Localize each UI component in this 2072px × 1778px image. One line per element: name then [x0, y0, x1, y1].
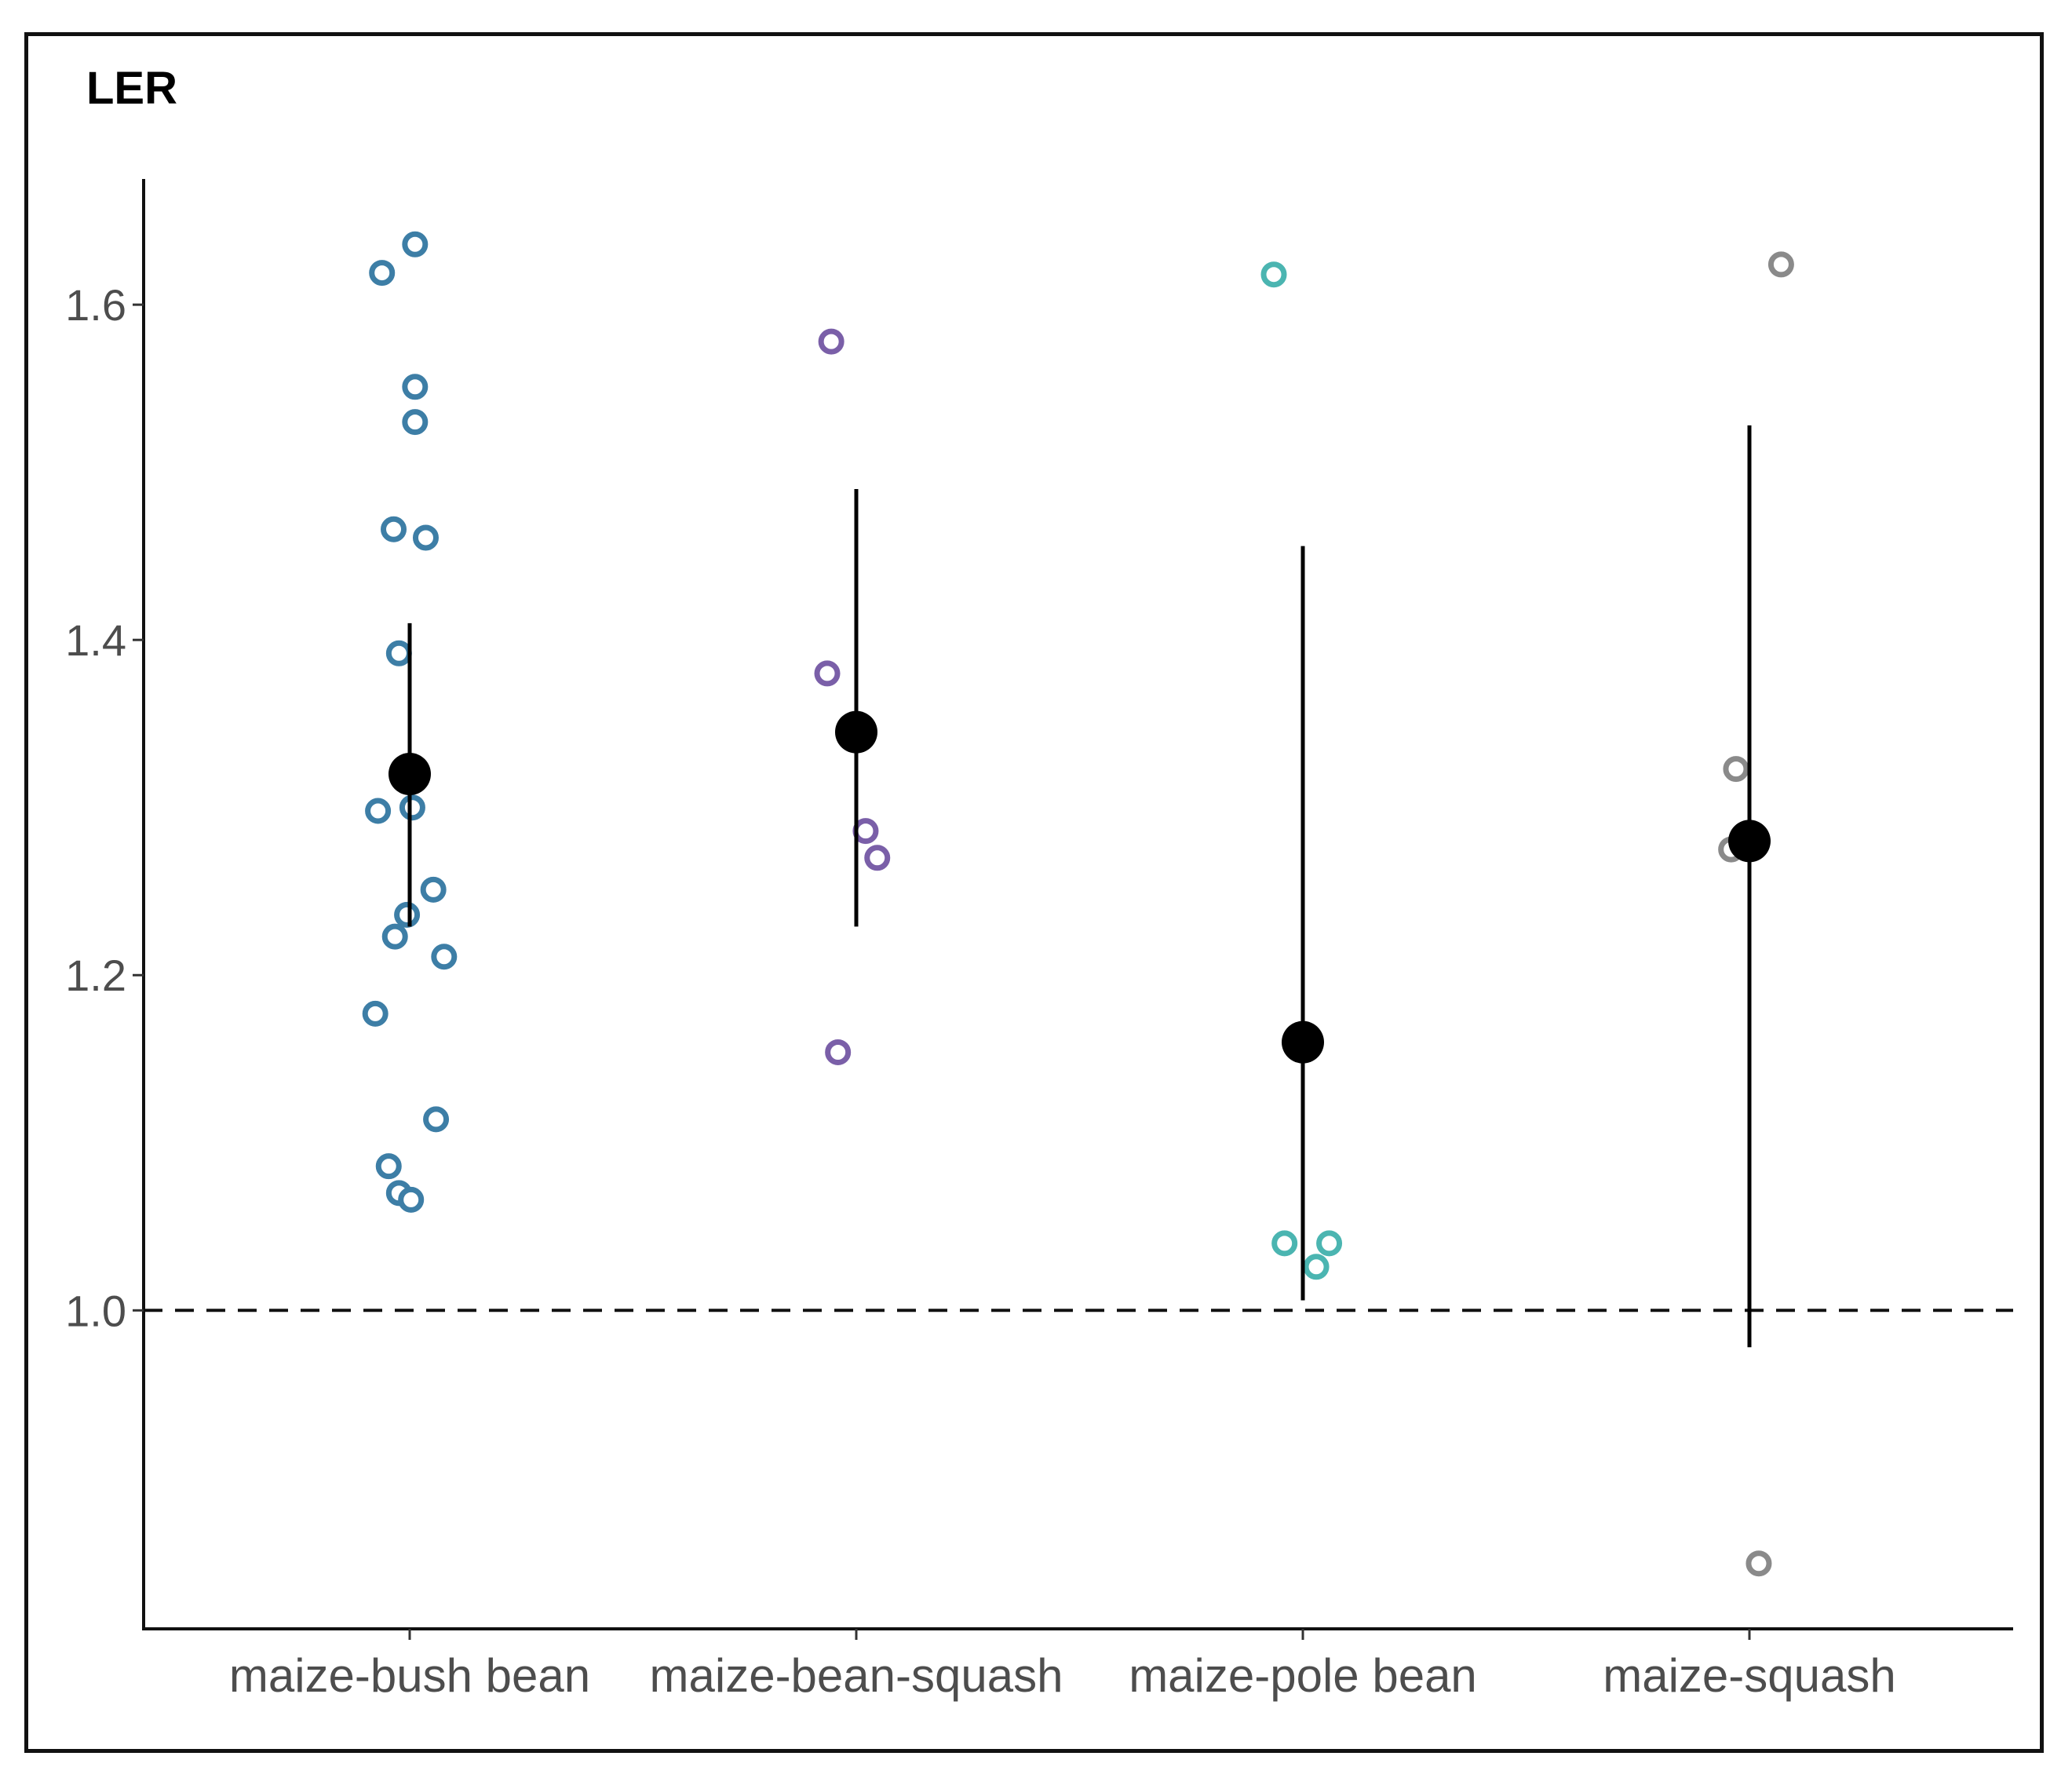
chart-title: LER: [86, 63, 177, 114]
data-point: [420, 876, 447, 903]
data-point: [814, 660, 841, 687]
x-tick-label: maize-bean-squash: [650, 1649, 1063, 1702]
data-point: [402, 374, 429, 400]
chart-frame: [24, 32, 2044, 1753]
mean-point: [1282, 1020, 1324, 1064]
data-point: [423, 1106, 450, 1133]
data-point: [402, 409, 429, 436]
data-point: [365, 798, 392, 824]
data-point: [394, 901, 421, 928]
data-point: [399, 794, 425, 821]
data-point: [1723, 756, 1749, 783]
data-point: [402, 231, 429, 257]
data-point: [1271, 1230, 1298, 1257]
x-tick-label: maize-squash: [1603, 1649, 1896, 1702]
data-point: [431, 944, 458, 970]
mean-point: [835, 710, 877, 754]
mean-point: [388, 753, 431, 796]
x-tick-label: maize-pole bean: [1129, 1649, 1477, 1702]
y-tick-label: 1.4: [65, 615, 126, 665]
data-point: [1260, 261, 1287, 288]
data-point: [852, 818, 879, 845]
data-point: [381, 923, 408, 950]
data-point: [385, 640, 412, 666]
data-point: [375, 1153, 402, 1180]
x-tick-label: maize-bush bean: [229, 1649, 590, 1702]
data-point: [864, 845, 891, 871]
y-tick-label: 1.0: [65, 1286, 126, 1335]
data-point: [818, 328, 844, 355]
data-point: [1767, 251, 1794, 278]
data-point: [1316, 1230, 1343, 1257]
data-point: [381, 516, 407, 542]
data-point: [369, 260, 396, 287]
data-point: [825, 1039, 852, 1065]
data-point: [398, 1186, 425, 1213]
y-tick-label: 1.2: [65, 951, 126, 1000]
data-point: [1746, 1550, 1772, 1577]
mean-point: [1728, 820, 1771, 863]
data-point: [1303, 1254, 1330, 1280]
y-tick-label: 1.6: [65, 280, 126, 330]
data-point: [362, 1000, 388, 1027]
data-point: [412, 524, 439, 551]
